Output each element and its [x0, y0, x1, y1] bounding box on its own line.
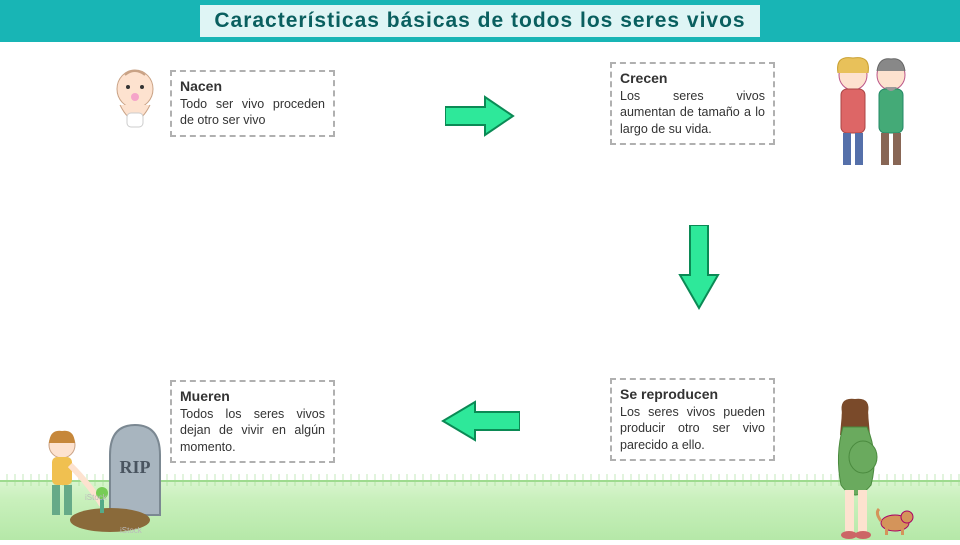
card-crecen: Crecen Los seres vivos aumentan de tamañ… [610, 62, 775, 145]
svg-text:iStock: iStock [120, 526, 143, 535]
arrow-left [440, 400, 520, 447]
grave-illustration: RIP iStock iStock [30, 385, 180, 535]
baby-illustration [105, 65, 165, 135]
pregnant-woman-illustration [815, 395, 915, 540]
card-nacen-title: Nacen [180, 78, 325, 94]
header-bar: Características básicas de todos los ser… [0, 0, 960, 42]
svg-text:iStock: iStock [85, 493, 108, 502]
page-title: Características básicas de todos los ser… [200, 5, 759, 37]
card-nacen: Nacen Todo ser vivo proceden de otro ser… [170, 70, 335, 137]
card-mueren-text: Todos los seres vivos dejan de vivir en … [180, 406, 325, 455]
card-crecen-text: Los seres vivos aumentan de tamaño a lo … [620, 88, 765, 137]
arrow-down [678, 225, 720, 315]
arrow-right [445, 95, 515, 142]
grave-label: RIP [120, 457, 151, 477]
card-nacen-text: Todo ser vivo proceden de otro ser vivo [180, 96, 325, 129]
card-crecen-title: Crecen [620, 70, 765, 86]
card-reproducen-text: Los seres vivos pueden producir otro ser… [620, 404, 765, 453]
elderly-couple-illustration [825, 55, 920, 170]
card-mueren-title: Mueren [180, 388, 325, 404]
card-mueren: Mueren Todos los seres vivos dejan de vi… [170, 380, 335, 463]
card-reproducen-title: Se reproducen [620, 386, 765, 402]
card-reproducen: Se reproducen Los seres vivos pueden pro… [610, 378, 775, 461]
